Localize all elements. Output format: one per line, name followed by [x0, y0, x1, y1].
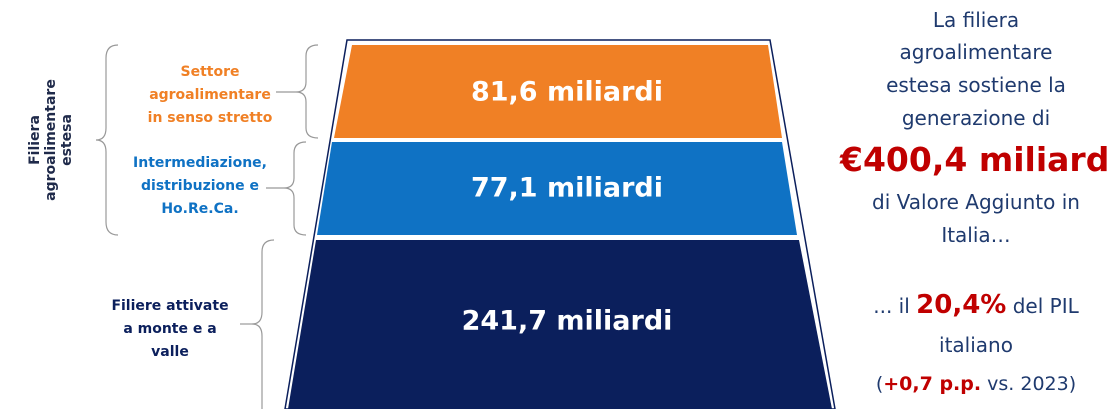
summary-line: estesa sostiene la: [886, 73, 1066, 97]
layer-label: Filiere attivate: [111, 298, 228, 314]
summary-share: ... il 20,4% del PIL: [840, 290, 1112, 320]
brace: [295, 44, 319, 139]
summary-line: generazione di: [901, 106, 1051, 130]
side-label-line: Filiera: [27, 115, 43, 165]
summary-change: (+0,7 p.p. vs. 2023): [840, 373, 1112, 395]
layer-label: agroalimentare: [149, 87, 271, 103]
highlight: +0,7 p.p.: [883, 373, 982, 395]
layer-value: 241,7 miliardi: [462, 306, 673, 337]
summary-line: agroalimentare: [899, 40, 1053, 64]
layer-labels: Settore agroalimentare in senso stretto Int…: [111, 64, 272, 360]
brace: [251, 239, 275, 409]
text: (: [875, 373, 884, 395]
summary-line: Italia…: [941, 223, 1011, 247]
layer-label: a monte e a: [123, 321, 216, 337]
layer-label: valle: [151, 344, 189, 360]
highlight: 20,4%: [916, 290, 1007, 320]
layer-label: Ho.Re.Ca.: [161, 201, 238, 217]
text: del PIL: [1006, 294, 1079, 318]
pyramid: 81,6 miliardi 77,1 miliardi 241,7 miliar…: [27, 39, 836, 409]
layer-bottom: [288, 240, 832, 409]
layer-middle: [317, 142, 797, 235]
text: ... il: [873, 294, 917, 318]
layer-label: distribuzione e: [141, 178, 259, 194]
brace: [95, 44, 119, 236]
side-label-line: estesa: [59, 114, 75, 166]
summary-line: italiano: [939, 333, 1013, 357]
summary-line: di Valore Aggiunto in: [872, 190, 1080, 214]
summary-total: €400,4 miliardi: [840, 140, 1112, 179]
layer-label: in senso stretto: [148, 110, 273, 126]
layer-label: Intermediazione,: [133, 155, 267, 171]
brace: [283, 141, 307, 236]
layer-value: 77,1 miliardi: [471, 173, 663, 204]
braces: [95, 44, 319, 409]
side-label-line: agroalimentare: [43, 79, 59, 201]
outline: [284, 39, 836, 409]
layer-label: Settore: [181, 64, 240, 80]
layer-value: 81,6 miliardi: [471, 77, 663, 108]
summary-line: La filiera: [932, 8, 1020, 32]
layer-top: [334, 45, 782, 138]
side-label: Filiera agroalimentare estesa: [27, 79, 75, 201]
text: vs. 2023): [981, 373, 1077, 395]
